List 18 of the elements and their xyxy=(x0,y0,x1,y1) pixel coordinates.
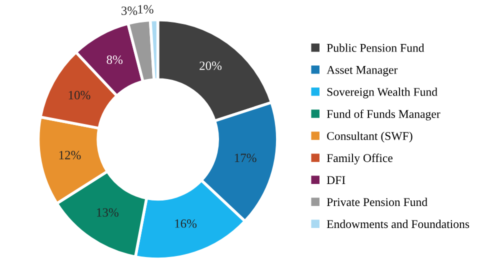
legend-label: Sovereign Wealth Fund xyxy=(327,88,438,98)
data-label: 20% xyxy=(200,62,222,70)
data-label: 10% xyxy=(68,90,90,100)
legend-label: Private Pension Fund xyxy=(326,198,428,206)
data-label: 13% xyxy=(97,208,118,217)
legend-label: Public Pension Fund xyxy=(326,44,424,52)
data-label: 17% xyxy=(234,154,256,162)
data-label: 8% xyxy=(106,56,123,64)
data-label: 1% xyxy=(138,5,154,14)
legend-label: Asset Manager xyxy=(326,66,398,76)
legend-label: Endowments and Foundations xyxy=(326,220,470,228)
legend-label: DFI xyxy=(326,176,346,184)
legend-label: Consultant (SWF) xyxy=(327,132,412,142)
legend-label: Fund of Funds Manager xyxy=(326,110,440,120)
data-label: 16% xyxy=(175,219,197,228)
data-label: 3% xyxy=(122,6,138,16)
data-label: 12% xyxy=(59,150,81,160)
legend-label: Family Office xyxy=(326,154,393,164)
